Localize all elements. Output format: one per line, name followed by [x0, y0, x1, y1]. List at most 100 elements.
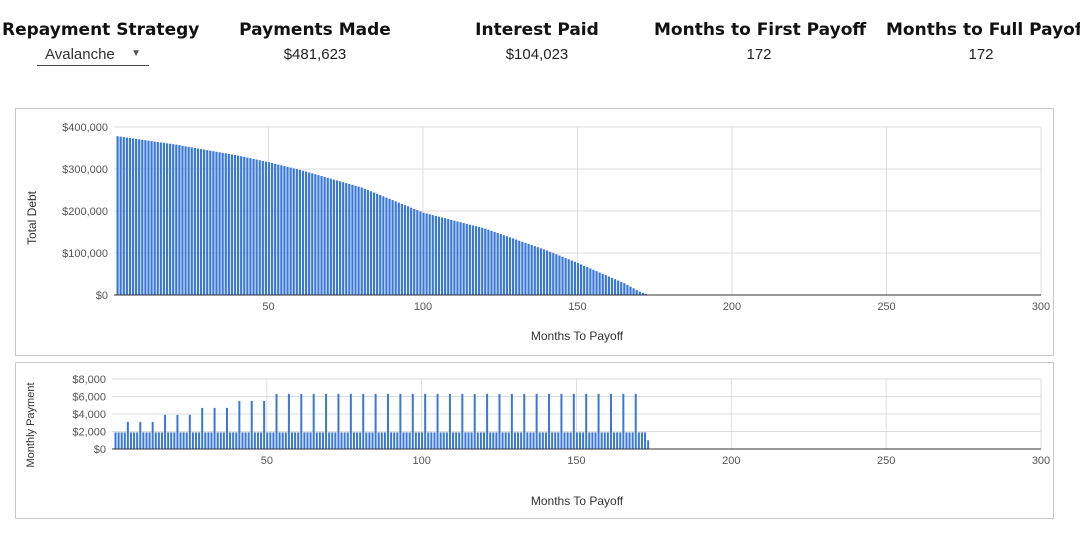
debt-bar: [314, 174, 317, 295]
payment-bar: [399, 393, 402, 449]
payment-bar: [439, 432, 442, 449]
debt-bar: [444, 218, 447, 295]
payment-bar: [123, 432, 126, 449]
payment-bar: [291, 432, 294, 449]
payment-bar: [495, 432, 498, 449]
payment-bar: [201, 407, 204, 449]
payment-bar: [114, 432, 117, 449]
payment-bar: [321, 432, 324, 449]
debt-bar: [394, 201, 397, 295]
debt-bar: [264, 161, 268, 295]
payment-bar: [501, 432, 504, 449]
payment-bar: [414, 432, 417, 449]
debt-bar: [224, 153, 227, 295]
debt-bar: [172, 144, 175, 295]
payment-bar: [467, 432, 470, 449]
payment-bar: [250, 400, 253, 449]
payment-bar: [151, 421, 154, 449]
payment-bar: [402, 432, 405, 449]
debt-bar: [626, 284, 629, 295]
payment-bar: [129, 432, 132, 449]
payment-bar: [625, 432, 628, 449]
debt-bar: [274, 163, 277, 295]
payment-bar: [634, 393, 637, 449]
interest-paid-value: $104,023: [505, 46, 569, 63]
debt-bar: [416, 210, 419, 295]
debt-bar: [552, 253, 555, 295]
payment-bar: [213, 407, 216, 449]
payment-bar: [455, 432, 458, 449]
debt-bar: [450, 219, 453, 295]
debt-bar: [601, 273, 604, 295]
payment-bar: [572, 393, 575, 449]
debt-bar: [385, 197, 388, 295]
debt-bar: [280, 165, 283, 295]
debt-bar: [434, 215, 437, 295]
payment-bar: [235, 432, 238, 449]
debt-bar: [536, 247, 539, 295]
payment-bar: [390, 432, 393, 449]
y-tick-label: $100,000: [62, 248, 108, 260]
debt-bar: [159, 142, 162, 295]
x-tick-label: 250: [877, 455, 895, 467]
payment-bar: [411, 393, 414, 449]
debt-bar: [570, 260, 573, 295]
payment-bar: [520, 432, 523, 449]
debt-bar: [447, 219, 450, 295]
y-tick-label: $6,000: [72, 392, 106, 404]
y-tick-label: $8,000: [72, 374, 106, 386]
payment-bar: [631, 432, 634, 449]
payment-bar: [380, 432, 383, 449]
payment-bar: [433, 432, 436, 449]
payment-bar: [120, 432, 123, 449]
debt-bar: [468, 224, 471, 295]
debt-bar: [437, 216, 441, 295]
payment-bar: [238, 400, 241, 449]
debt-bar: [193, 147, 196, 295]
payment-bar: [526, 432, 529, 449]
debt-bar: [567, 259, 570, 295]
debt-bar: [613, 279, 617, 295]
debt-bar: [376, 193, 379, 295]
payment-bar: [566, 432, 569, 449]
payment-bar: [157, 432, 160, 449]
y-tick-label: $4,000: [72, 409, 106, 421]
total-debt-y-title: Total Debt: [25, 190, 39, 245]
payment-bar: [356, 432, 359, 449]
monthly-payment-x-title: Months To Payoff: [531, 494, 624, 508]
payment-bar: [142, 432, 145, 449]
x-tick-label: 50: [261, 455, 273, 467]
payment-bar: [498, 393, 501, 449]
debt-bar: [369, 191, 373, 295]
payment-bar: [606, 432, 609, 449]
debt-bar: [635, 289, 638, 295]
debt-bar: [410, 207, 413, 295]
debt-bar: [512, 238, 515, 295]
strategy-dropdown[interactable]: Avalanche ▼: [37, 46, 149, 66]
payment-bar: [374, 393, 377, 449]
payment-bar: [232, 432, 235, 449]
debt-bar: [561, 256, 564, 295]
debt-bar: [363, 188, 366, 295]
debt-bar: [496, 233, 499, 295]
debt-bar: [116, 136, 119, 295]
payments-made-label: Payments Made: [239, 20, 391, 40]
payment-bar: [591, 432, 594, 449]
x-tick-label: 100: [414, 301, 432, 313]
debt-bar: [335, 180, 339, 295]
debt-bar: [610, 277, 614, 295]
payment-bar: [476, 432, 479, 449]
debt-bar: [147, 140, 150, 295]
debt-bar: [169, 143, 172, 295]
debt-bar: [397, 202, 400, 295]
debt-bar: [286, 166, 289, 295]
x-tick-label: 200: [723, 301, 741, 313]
payment-bar: [538, 432, 541, 449]
debt-bar: [196, 148, 200, 295]
payment-bar: [541, 432, 544, 449]
payment-bar: [517, 432, 520, 449]
debt-bar: [237, 155, 240, 295]
payment-bar: [346, 432, 349, 449]
payment-bar: [167, 432, 170, 449]
debt-bar: [212, 151, 215, 295]
